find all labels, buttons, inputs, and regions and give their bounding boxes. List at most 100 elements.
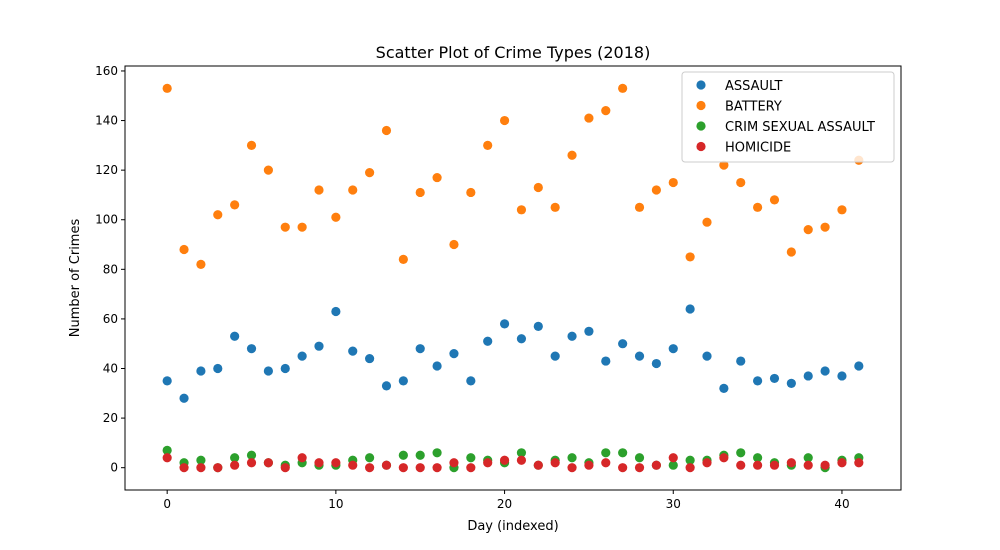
- data-points: [162, 83, 864, 473]
- data-point: [365, 463, 375, 473]
- data-point: [449, 458, 459, 468]
- data-point: [162, 445, 172, 455]
- chart-title: Scatter Plot of Crime Types (2018): [376, 43, 651, 62]
- data-point: [348, 185, 358, 195]
- data-point: [736, 177, 746, 188]
- legend: ASSAULT BATTERY CRIM SEXUAL ASSAULT HOMICID…: [681, 71, 895, 163]
- data-point: [786, 247, 796, 257]
- data-point: [516, 205, 527, 215]
- data-point: [162, 453, 172, 463]
- data-point: [432, 361, 442, 371]
- data-point: [365, 168, 375, 178]
- data-point: [584, 460, 594, 470]
- data-point: [719, 160, 729, 170]
- data-point: [432, 448, 442, 458]
- y-tick-label: 100: [95, 213, 118, 227]
- legend-marker: [696, 80, 706, 90]
- data-point: [803, 460, 813, 470]
- data-point: [550, 458, 560, 468]
- data-point: [499, 115, 510, 126]
- x-tick-label: 20: [497, 497, 512, 511]
- data-point: [753, 202, 763, 212]
- data-point: [263, 366, 273, 376]
- data-point: [567, 453, 577, 463]
- data-point: [854, 458, 864, 468]
- data-point: [753, 376, 763, 386]
- data-point: [634, 202, 645, 212]
- data-point: [719, 453, 729, 463]
- data-point: [803, 225, 813, 235]
- data-point: [516, 448, 527, 458]
- data-point: [314, 341, 324, 351]
- legend-marker: [696, 121, 706, 131]
- series-battery: [162, 83, 864, 269]
- data-point: [651, 358, 661, 369]
- plot-frame: [124, 65, 902, 491]
- data-point: [533, 460, 543, 470]
- data-point: [196, 463, 206, 473]
- data-point: [634, 463, 645, 473]
- data-point: [753, 460, 763, 470]
- data-point: [331, 458, 341, 468]
- x-tick-label: 30: [666, 497, 681, 511]
- data-point: [398, 376, 408, 386]
- legend-marker: [696, 141, 706, 152]
- data-point: [196, 366, 206, 376]
- data-point: [297, 351, 307, 361]
- data-point: [736, 356, 746, 366]
- legend-marker: [696, 100, 706, 111]
- data-point: [230, 460, 240, 470]
- data-point: [263, 458, 273, 468]
- data-point: [567, 150, 577, 160]
- data-point: [618, 339, 628, 349]
- data-point: [483, 140, 493, 150]
- data-point: [550, 202, 560, 212]
- y-tick-label: 40: [103, 362, 118, 376]
- data-point: [685, 463, 695, 473]
- data-point: [246, 450, 257, 460]
- y-tick-label: 20: [103, 411, 118, 425]
- data-point: [314, 185, 324, 195]
- data-point: [179, 393, 189, 403]
- data-point: [280, 363, 290, 374]
- data-point: [516, 334, 527, 344]
- data-point: [230, 200, 240, 210]
- axis-ticks: 0 10 20 30 40 0 20 40 60 80 100 120 140 160: [95, 64, 850, 511]
- data-point: [280, 463, 290, 473]
- data-point: [651, 460, 661, 470]
- data-point: [348, 460, 358, 470]
- data-point: [533, 321, 543, 331]
- legend-box: [681, 71, 895, 163]
- data-point: [398, 463, 408, 473]
- data-point: [651, 185, 661, 195]
- data-point: [499, 319, 510, 329]
- data-point: [753, 453, 763, 463]
- data-point: [499, 455, 510, 465]
- data-point: [803, 453, 813, 463]
- data-point: [769, 460, 780, 470]
- data-point: [634, 453, 645, 463]
- data-point: [365, 453, 375, 463]
- data-point: [837, 371, 847, 381]
- data-point: [618, 448, 628, 458]
- data-point: [246, 344, 257, 354]
- data-point: [483, 336, 493, 346]
- data-point: [719, 383, 729, 393]
- data-point: [550, 351, 560, 361]
- legend-label: CRIM SEXUAL ASSAULT: [725, 120, 875, 135]
- series-homicide: [162, 453, 864, 473]
- data-point: [381, 460, 392, 470]
- data-point: [786, 378, 796, 388]
- data-point: [736, 460, 746, 470]
- y-tick-label: 160: [95, 64, 118, 78]
- data-point: [837, 205, 847, 215]
- data-point: [786, 458, 796, 468]
- data-point: [820, 460, 830, 470]
- data-point: [196, 259, 206, 269]
- data-point: [702, 458, 712, 468]
- y-tick-label: 0: [110, 461, 118, 475]
- y-axis-title: Number of Crimes: [68, 219, 83, 338]
- data-point: [584, 113, 594, 123]
- data-point: [837, 458, 847, 468]
- data-point: [516, 455, 527, 465]
